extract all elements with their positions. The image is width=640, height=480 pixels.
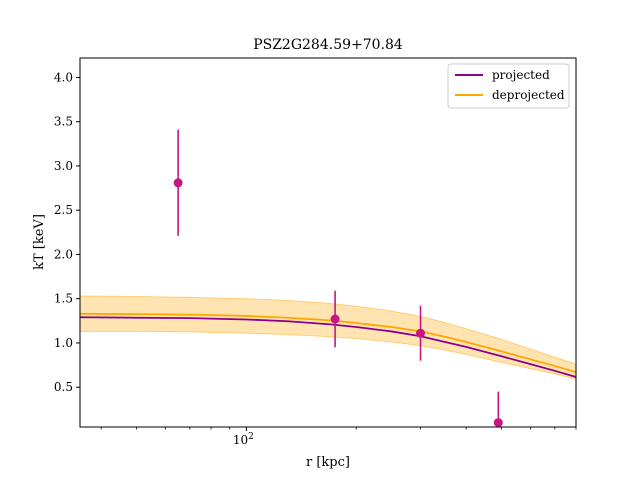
y-tick-label: 4.0 bbox=[54, 70, 73, 84]
y-tick-label: 3.5 bbox=[54, 115, 73, 129]
model-lines-layer bbox=[80, 312, 576, 378]
legend: projected deprojected bbox=[447, 63, 570, 109]
x-tick-label: 102 bbox=[233, 432, 254, 447]
y-ticks: 0.5 1.0 1.5 2.0 2.5 3.0 3.5 4.0 bbox=[54, 70, 80, 394]
y-tick-label: 2.0 bbox=[54, 247, 73, 261]
confidence-band-layer bbox=[80, 295, 576, 380]
data-points-layer bbox=[173, 129, 503, 427]
x-ticks: 102 bbox=[100, 427, 577, 447]
y-tick-label: 1.5 bbox=[54, 292, 73, 306]
x-axis-label: r [kpc] bbox=[306, 455, 350, 470]
legend-label-deprojected: deprojected bbox=[492, 88, 565, 102]
data-point bbox=[330, 314, 340, 324]
confidence-band-deprojected bbox=[80, 295, 576, 380]
y-tick-label: 0.5 bbox=[54, 380, 73, 394]
chart-title: PSZ2G284.59+70.84 bbox=[253, 37, 403, 53]
y-tick-label: 3.0 bbox=[54, 159, 73, 173]
legend-label-projected: projected bbox=[492, 68, 550, 82]
y-tick-label: 1.0 bbox=[54, 336, 73, 350]
y-axis-label: kT [keV] bbox=[32, 214, 47, 270]
data-point bbox=[493, 418, 503, 427]
series-line-projected bbox=[80, 316, 576, 378]
axes-frame bbox=[79, 57, 577, 428]
series-line-deprojected bbox=[80, 312, 576, 374]
data-point bbox=[173, 178, 183, 188]
y-tick-label: 2.5 bbox=[54, 203, 73, 217]
data-point bbox=[416, 328, 426, 338]
